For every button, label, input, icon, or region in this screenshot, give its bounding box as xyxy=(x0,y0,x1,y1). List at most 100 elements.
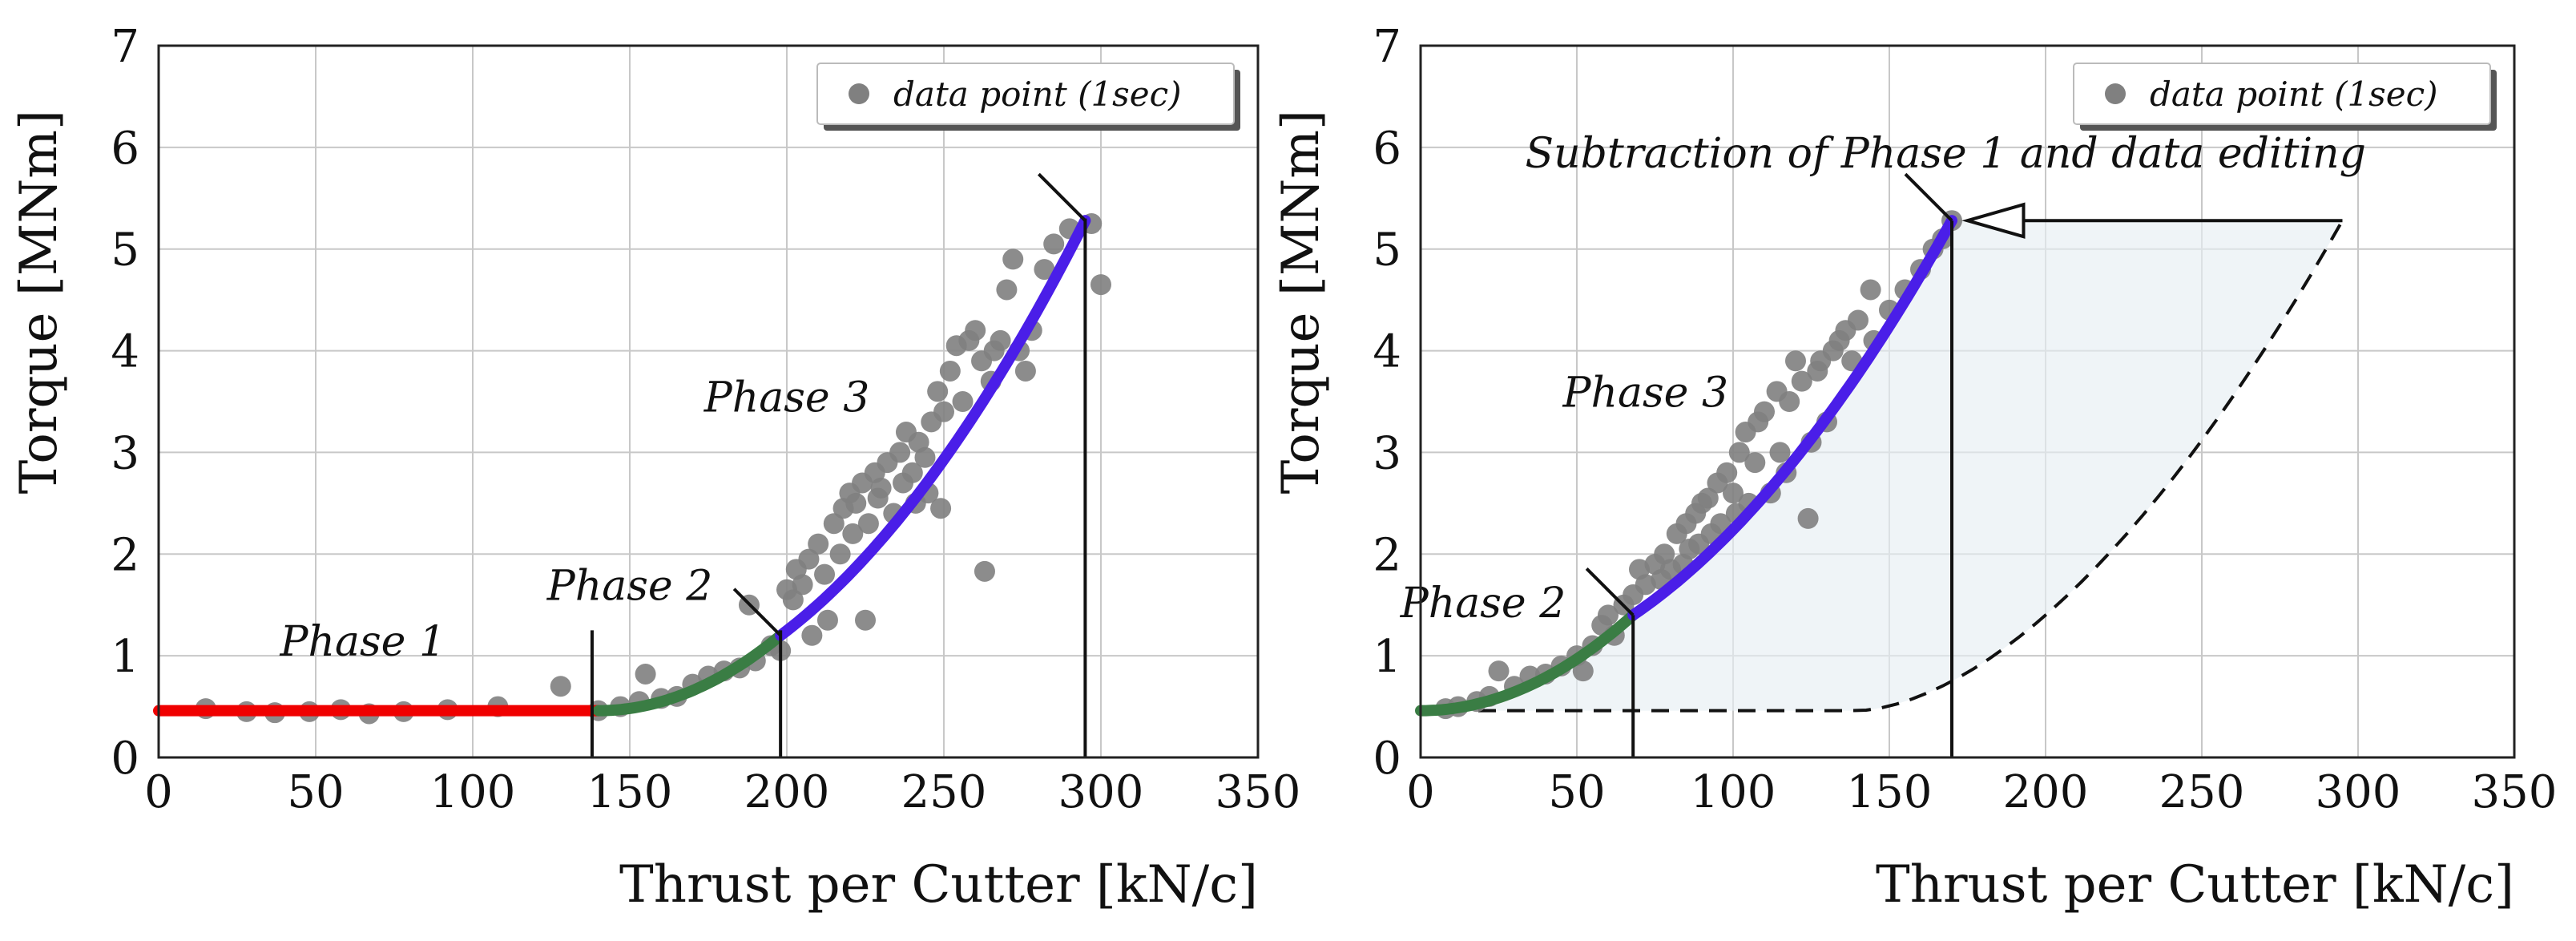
data-point xyxy=(1572,660,1594,682)
y-tick-label: 6 xyxy=(111,123,139,175)
data-point xyxy=(1848,309,1869,331)
legend-marker xyxy=(849,83,869,104)
plot-frame xyxy=(157,44,1260,759)
data-point xyxy=(914,446,936,468)
plot-area xyxy=(159,46,1258,757)
data-point xyxy=(816,609,838,631)
y-tick-label: 2 xyxy=(111,529,139,581)
y-tick-label: 5 xyxy=(111,224,139,277)
x-axis-title: Thrust per Cutter [kN/c] xyxy=(619,855,1258,915)
dashed-phase1-shift-curve xyxy=(1421,220,2344,713)
plot-frame xyxy=(1419,44,2516,759)
x-tick-label: 300 xyxy=(2316,766,2401,818)
legend-box xyxy=(2073,63,2491,125)
data-point xyxy=(933,401,954,422)
data-point xyxy=(1744,452,1766,474)
phase-end-cap xyxy=(1037,172,1086,222)
phase-annotation: Phase 2 xyxy=(1400,580,1566,628)
y-tick-label: 3 xyxy=(1373,427,1401,479)
annotation-arrow-head xyxy=(1961,202,2026,239)
phase2-fit-curve xyxy=(592,629,787,717)
data-point xyxy=(1043,233,1065,255)
x-tick-label: 300 xyxy=(1058,766,1144,818)
y-tick-label: 3 xyxy=(111,427,139,479)
data-point xyxy=(990,329,1011,351)
right-chart-panel: Phase 2 Phase 3 Subtraction of Phase 1 and… xyxy=(1272,21,2557,915)
y-axis-title: Torque [MNm] xyxy=(10,110,69,494)
data-point xyxy=(889,442,911,463)
data-point xyxy=(1014,360,1036,382)
data-point xyxy=(1769,442,1791,463)
data-point xyxy=(870,477,892,499)
x-tick-label: 200 xyxy=(2003,766,2089,818)
x-tick-label: 250 xyxy=(2159,766,2245,818)
y-tick-label: 5 xyxy=(1373,224,1401,277)
phase-annotation: Phase 1 xyxy=(280,618,446,666)
data-point xyxy=(1728,442,1750,463)
legend-marker xyxy=(2105,83,2126,104)
data-point xyxy=(1785,350,1806,372)
data-point xyxy=(1034,259,1055,281)
data-point xyxy=(635,663,656,685)
x-tick-label: 50 xyxy=(287,766,344,818)
data-point xyxy=(974,560,995,582)
y-tick-label: 6 xyxy=(1373,123,1401,175)
x-tick-label: 150 xyxy=(587,766,673,818)
y-tick-label: 1 xyxy=(111,631,139,683)
data-point xyxy=(1598,604,1619,626)
data-point xyxy=(855,609,876,631)
data-point xyxy=(857,513,879,535)
data-point xyxy=(1716,462,1738,483)
y-tick-label: 7 xyxy=(1373,21,1401,73)
data-point xyxy=(792,574,813,596)
phase3-fit-curve xyxy=(1627,215,1957,621)
phase-annotation: Phase 2 xyxy=(546,562,713,610)
data-point xyxy=(829,543,851,565)
data-point xyxy=(798,548,820,570)
data-point xyxy=(1754,401,1775,422)
data-point xyxy=(1797,507,1819,529)
x-tick-label: 350 xyxy=(2472,766,2558,818)
data-point xyxy=(801,624,823,646)
data-point xyxy=(842,523,864,544)
data-point xyxy=(1488,660,1510,682)
x-axis-title: Thrust per Cutter [kN/c] xyxy=(1876,855,2514,915)
data-point xyxy=(1635,574,1656,596)
x-tick-label: 100 xyxy=(430,766,516,818)
data-point xyxy=(814,563,836,585)
phase2-fit-curve xyxy=(1415,609,1639,717)
data-point xyxy=(1697,487,1719,509)
data-point xyxy=(823,513,845,535)
x-tick-label: 100 xyxy=(1691,766,1776,818)
phase-annotation: Phase 3 xyxy=(1562,369,1729,417)
x-tick-label: 50 xyxy=(1548,766,1605,818)
data-point xyxy=(1710,513,1731,535)
data-point xyxy=(1002,248,1024,270)
y-tick-label: 0 xyxy=(1373,733,1401,785)
y-tick-label: 1 xyxy=(1373,631,1401,683)
phase3-fit-curve xyxy=(775,215,1091,641)
data-point xyxy=(550,676,571,697)
legend-label: data point (1sec) xyxy=(2150,75,2438,114)
legend-label: data point (1sec) xyxy=(893,75,1182,114)
x-tick-label: 200 xyxy=(744,766,830,818)
shaded-subtraction-region xyxy=(1421,220,2343,711)
x-tick-label: 0 xyxy=(1406,766,1435,818)
data-point xyxy=(1723,483,1744,504)
phase-end-cap xyxy=(732,588,782,637)
data-point xyxy=(1779,391,1800,412)
legend: data point (1sec) xyxy=(816,63,1240,131)
data-point xyxy=(1860,279,1881,301)
data-point xyxy=(930,498,952,519)
data-point xyxy=(808,533,829,555)
y-tick-label: 4 xyxy=(1373,326,1401,378)
phase-end-cap xyxy=(1904,172,1953,222)
x-tick-label: 250 xyxy=(901,766,987,818)
data-point xyxy=(939,360,961,382)
x-tick-label: 350 xyxy=(1215,766,1301,818)
x-tick-label: 150 xyxy=(1847,766,1933,818)
data-point xyxy=(965,320,986,341)
y-tick-label: 4 xyxy=(111,326,139,378)
y-tick-label: 7 xyxy=(111,21,139,73)
